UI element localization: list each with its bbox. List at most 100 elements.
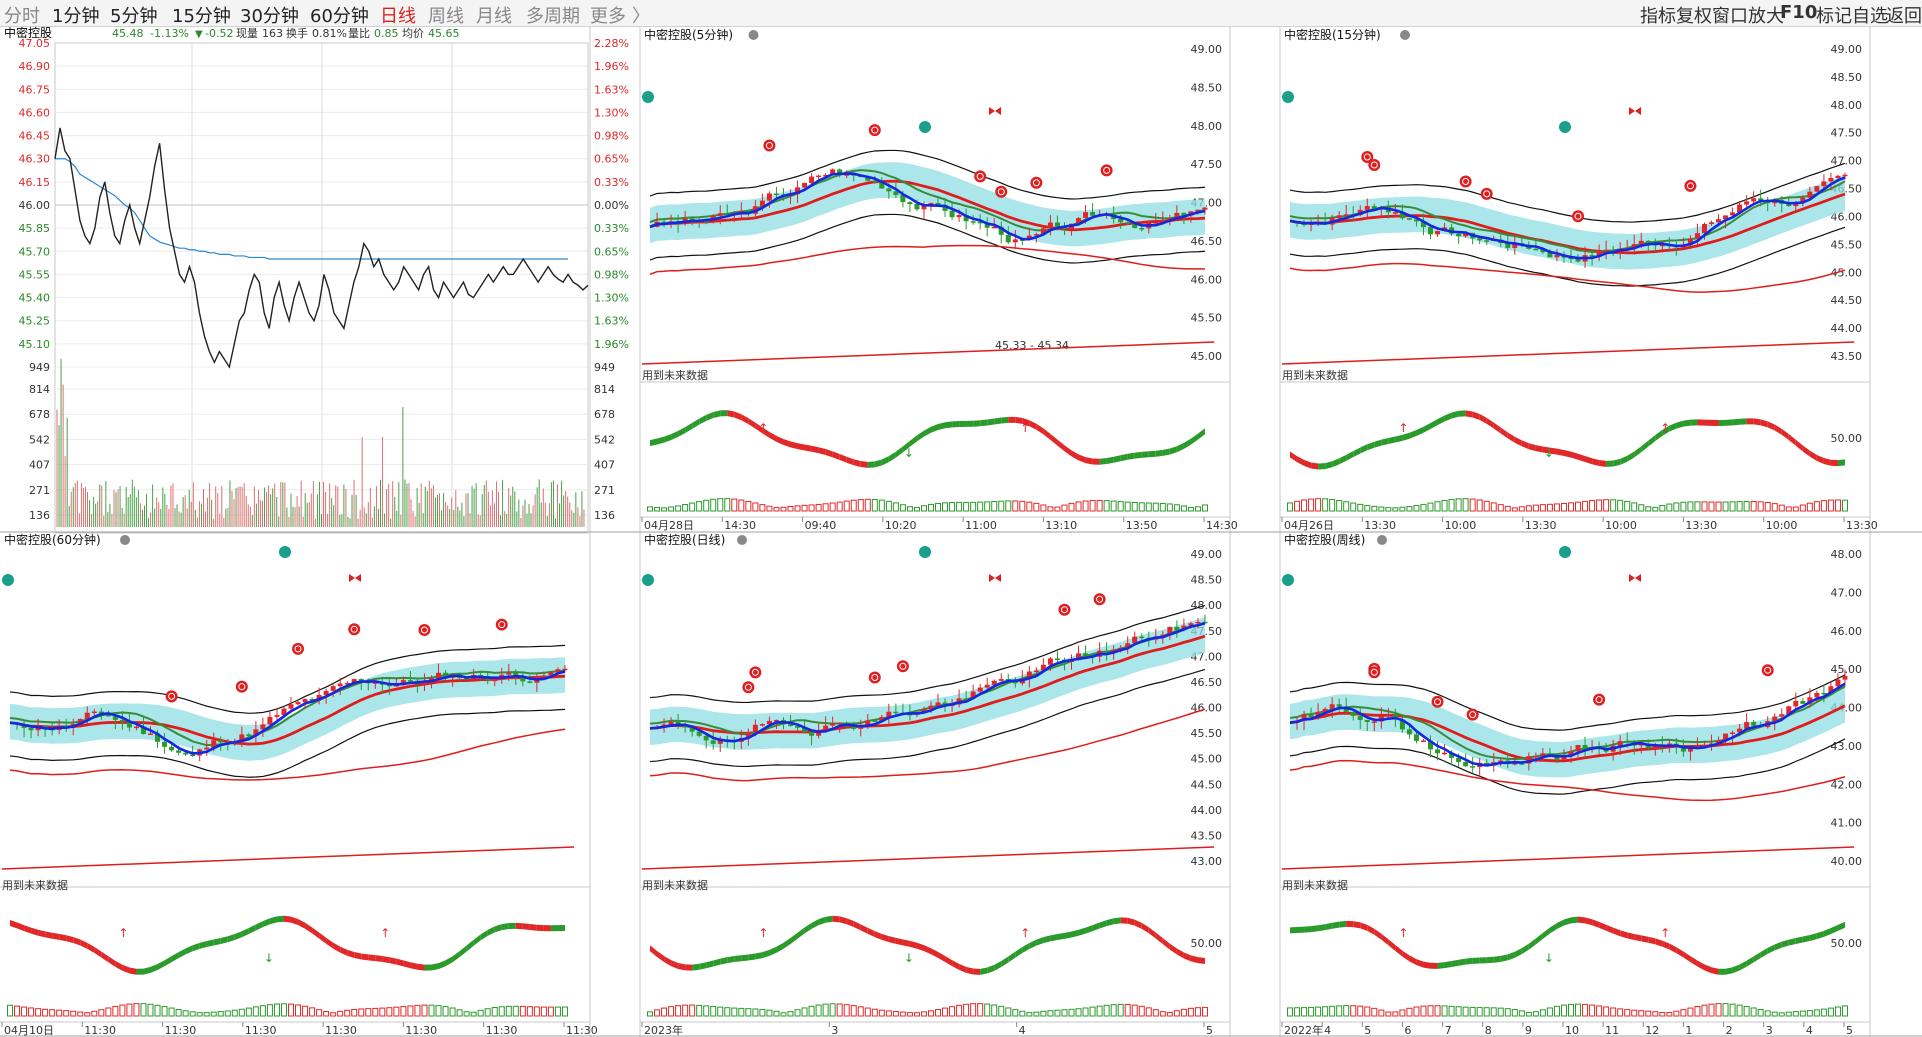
- indicator-ribbon: [1127, 452, 1135, 460]
- time-axis-label: 11:30: [165, 1024, 197, 1037]
- candle: [1435, 749, 1441, 754]
- period-tab-7[interactable]: 周线: [428, 6, 464, 27]
- price-axis-label: 46.60: [19, 106, 51, 119]
- indicator-ribbon: [1423, 961, 1431, 969]
- price-line: [54, 127, 589, 369]
- candle: [1202, 621, 1208, 624]
- indicator-ribbon: [150, 964, 158, 973]
- period-tab-5[interactable]: 60分钟: [310, 6, 369, 27]
- toolbar-right-item-6[interactable]: 返回: [1886, 6, 1922, 27]
- indicator-ribbon: [1304, 926, 1312, 933]
- candle: [351, 679, 357, 683]
- candle: [703, 220, 709, 223]
- toolbar-right-item-1[interactable]: 复权: [1676, 6, 1712, 27]
- candle: [759, 724, 765, 726]
- candle: [372, 682, 378, 684]
- chevron-down-icon[interactable]: [1377, 535, 1387, 545]
- indicator-ribbon: [73, 937, 81, 946]
- indicator-ribbon: [762, 427, 770, 438]
- toolbar-right-item-3[interactable]: F10: [1780, 2, 1818, 23]
- time-axis-label: 11: [1605, 1024, 1619, 1037]
- candle: [1659, 244, 1665, 247]
- kline-panel-0[interactable]: 中密控股(5分钟)49.0048.5048.0047.5047.0046.504…: [640, 27, 1238, 532]
- pct-axis-label: 1.96%: [594, 338, 629, 351]
- candle: [1835, 679, 1841, 687]
- indicator-ribbon: [1290, 926, 1298, 934]
- indicator-ribbon: [1106, 456, 1114, 465]
- indicator-ribbon: [1458, 410, 1466, 417]
- period-tab-10[interactable]: 更多: [590, 6, 626, 27]
- toolbar-right-item-5[interactable]: 自选: [1852, 6, 1888, 27]
- indicator-ribbon: [1718, 968, 1726, 975]
- period-tab-3[interactable]: 15分钟: [172, 6, 231, 27]
- period-tab-9[interactable]: 多周期: [526, 6, 580, 27]
- candle: [155, 733, 161, 742]
- kline-panel-2[interactable]: 中密控股(60分钟) 04月10日 11:30 11:30 11:30 11:30 11:3…: [0, 532, 598, 1037]
- toolbar-right-item-4[interactable]: 标记: [1816, 6, 1852, 27]
- indicator-ribbon: [354, 952, 362, 960]
- indicator-ribbon: [923, 426, 931, 437]
- chevron-down-icon[interactable]: [748, 30, 759, 40]
- candle: [1399, 719, 1405, 730]
- indicator-ribbon: [1176, 948, 1184, 959]
- indicator-ribbon: [445, 956, 453, 967]
- change-value: -0.52: [205, 27, 233, 40]
- candle: [935, 702, 941, 706]
- candle: [1786, 203, 1792, 207]
- indicator-ribbon: [1774, 941, 1782, 951]
- chevron-down-icon[interactable]: [737, 535, 747, 545]
- candle: [830, 723, 836, 726]
- candle: [1413, 219, 1419, 222]
- toolbar-right-item-0[interactable]: 指标: [1640, 6, 1676, 27]
- period-tab-0[interactable]: 分时: [4, 6, 40, 27]
- candle: [1406, 729, 1412, 735]
- candle: [830, 169, 836, 175]
- indicator-ribbon: [1676, 947, 1684, 958]
- kline-panel-3[interactable]: 中密控股(日线)49.0048.5048.0047.5047.0046.5046…: [640, 532, 1230, 1037]
- toolbar-right-item-2[interactable]: 窗口放大: [1712, 6, 1784, 27]
- signal-icon: [1093, 593, 1106, 606]
- candle: [703, 735, 709, 741]
- avg-value: 45.65: [428, 27, 460, 40]
- indicator-ribbon: [1162, 448, 1170, 456]
- kline-panel-4[interactable]: 中密控股(周线)48.0047.0046.0045.0044.0043.0042…: [1280, 532, 1870, 1037]
- indicator-ribbon: [298, 919, 306, 929]
- signal-icon: [1100, 164, 1113, 177]
- time-axis-label: 11:30: [486, 1024, 518, 1037]
- candle: [921, 709, 927, 713]
- period-tab-8[interactable]: 月线: [476, 6, 512, 27]
- period-tab-4[interactable]: 30分钟: [240, 6, 299, 27]
- indicator-ribbon: [1297, 456, 1305, 466]
- price-axis-label: 46.45: [19, 130, 51, 143]
- kline-panel-1[interactable]: 中密控股(15分钟)49.0048.5048.0047.5047.0046.50…: [1280, 27, 1878, 532]
- indicator-ribbon: [1311, 462, 1319, 470]
- teal-signal-icon: [1282, 574, 1294, 586]
- price-axis-label: 42.00: [1831, 778, 1863, 791]
- arrow-icon: ↓: [904, 446, 914, 460]
- indicator-ribbon: [1479, 957, 1487, 964]
- chevron-down-icon[interactable]: [1400, 30, 1410, 40]
- signal-icon: [896, 660, 909, 673]
- period-tab-11[interactable]: 〉: [632, 6, 650, 27]
- indicator-ribbon: [952, 421, 960, 428]
- indicator-ribbon: [973, 968, 981, 975]
- indicator-ribbon: [994, 961, 1002, 971]
- indicator-ribbon: [832, 915, 840, 923]
- indicator-ribbon: [143, 966, 151, 975]
- indicator-ribbon: [650, 945, 658, 957]
- candle: [823, 174, 829, 177]
- indicator-ribbon: [80, 939, 88, 949]
- period-tab-1[interactable]: 1分钟: [52, 6, 100, 27]
- price-axis-label: 49.00: [1191, 43, 1223, 56]
- price-axis-label: 46.30: [19, 153, 51, 166]
- indicator-ribbon: [1395, 945, 1403, 957]
- pct-axis-label: 1.63%: [594, 83, 629, 96]
- chevron-down-icon[interactable]: [120, 535, 130, 545]
- signal-icon: [235, 680, 248, 693]
- indicator-ribbon: [818, 447, 826, 456]
- price-axis-label: 48.00: [1831, 99, 1863, 112]
- indicator-ribbon: [1353, 921, 1361, 929]
- period-tab-6[interactable]: 日线: [380, 6, 416, 27]
- candle: [1568, 257, 1574, 260]
- period-tab-2[interactable]: 5分钟: [110, 6, 158, 27]
